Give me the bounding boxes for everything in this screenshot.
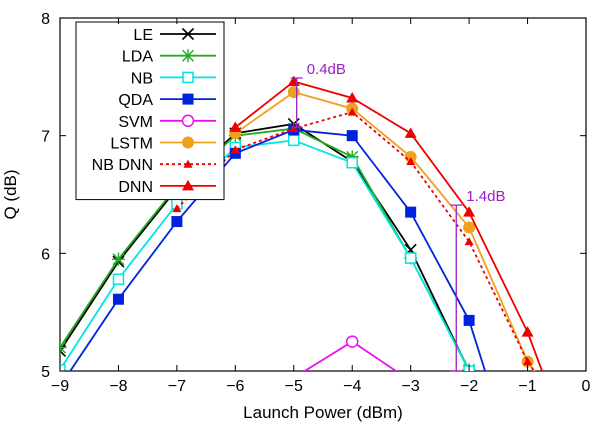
data-point-lstm (287, 86, 300, 99)
x-tick-label: −7 (168, 378, 186, 395)
data-point-nb (288, 134, 300, 147)
data-point-nb (346, 156, 358, 169)
data-point-lstm (463, 221, 476, 234)
data-point-lda (345, 150, 359, 164)
y-tick-label: 8 (41, 11, 50, 28)
data-point-nb-dnn (289, 124, 299, 133)
data-point-qda (112, 293, 124, 305)
legend-swatch-marker (182, 93, 194, 105)
legend-label: LE (133, 27, 153, 44)
data-point-nb-dnn (464, 237, 474, 246)
legend-entry-nb: NB (131, 70, 216, 87)
legend-box (75, 21, 225, 201)
legend-entry-dnn: DNN (118, 179, 216, 196)
data-point-svm (345, 335, 359, 348)
data-point-qda (346, 130, 358, 142)
x-tick-label: −1 (518, 378, 536, 395)
annotation-label: 0.4dB (307, 61, 346, 78)
x-tick-label: 0 (582, 378, 591, 395)
x-tick-label: −9 (51, 378, 69, 395)
data-point-nb (404, 252, 417, 264)
data-point-dnn (229, 121, 242, 132)
data-point-nb (112, 273, 125, 285)
legend-label: NB DNN (92, 157, 153, 174)
legend-swatch-marker (181, 114, 195, 128)
x-tick-label: −5 (285, 378, 303, 395)
legend-swatch-marker (182, 179, 194, 191)
legend-swatch-marker (181, 49, 195, 63)
data-point-lda (60, 340, 67, 354)
legend-label: LDA (122, 49, 153, 66)
data-point-nb-dnn (347, 107, 357, 116)
legend-label: QDA (118, 92, 153, 109)
data-point-dnn (463, 206, 476, 217)
annotation-layer: 0.4dB 1.4dB (290, 61, 505, 372)
legend-swatch-marker (183, 159, 193, 168)
axis-ticks: −9 −8 −7 −6 −5 −4 −3 −2 −1 0 5 6 7 8 (41, 11, 590, 395)
data-point-nb-dnn (406, 157, 416, 166)
data-point-qda (405, 206, 417, 218)
data-point-nb-dnn (172, 204, 182, 213)
legend-entry-lda: LDA (122, 49, 216, 66)
x-tick-label: −3 (402, 378, 420, 395)
data-point-qda (171, 216, 183, 228)
legend-label: SVM (118, 114, 153, 131)
legend-swatch-marker (182, 71, 194, 84)
x-tick-label: −2 (460, 378, 478, 395)
annotation-bracket (290, 77, 303, 129)
legend-label: DNN (118, 179, 153, 196)
legend-label: NB (131, 70, 153, 87)
x-tick-label: −4 (343, 378, 361, 395)
annotation-1-4db: 1.4dB (450, 188, 505, 372)
legend-entry-lstm: LSTM (110, 136, 216, 153)
series-svm (303, 335, 398, 371)
data-point-lda (111, 252, 125, 266)
series-nb-dnn (172, 107, 536, 371)
data-point-dnn (346, 92, 359, 103)
annotation-label: 1.4dB (466, 188, 505, 205)
data-point-dnn (404, 127, 417, 138)
legend-label: LSTM (110, 136, 153, 153)
series-layer (60, 75, 544, 371)
annotation-0-4db: 0.4dB (290, 61, 346, 129)
data-point-nb-dnn (523, 357, 533, 366)
y-tick-label: 7 (41, 129, 50, 146)
x-tick-label: −6 (226, 378, 244, 395)
data-point-nb-dnn (230, 145, 240, 154)
legend-entry-qda: QDA (118, 92, 216, 109)
y-tick-label: 5 (41, 364, 50, 381)
legend-swatch-marker (182, 136, 194, 149)
annotation-bracket (450, 204, 463, 372)
data-point-qda (463, 314, 475, 326)
data-point-dnn (521, 326, 534, 337)
y-axis-label: Q (dB) (1, 169, 20, 219)
legend-swatch-marker (181, 27, 195, 41)
data-point-nb (60, 364, 66, 371)
series-line-nb-dnn (176, 111, 536, 371)
y-tick-label: 6 (41, 246, 50, 263)
legend-entry-le: LE (133, 27, 216, 44)
x-axis-label: Launch Power (dBm) (243, 403, 403, 422)
x-tick-label: −8 (109, 378, 127, 395)
legend: LE LDA NB QDA SVM LSTM NB DNN DNN (75, 21, 225, 201)
legend-entry-svm: SVM (118, 114, 216, 131)
legend-entry-nb-dnn: NB DNN (92, 157, 216, 174)
